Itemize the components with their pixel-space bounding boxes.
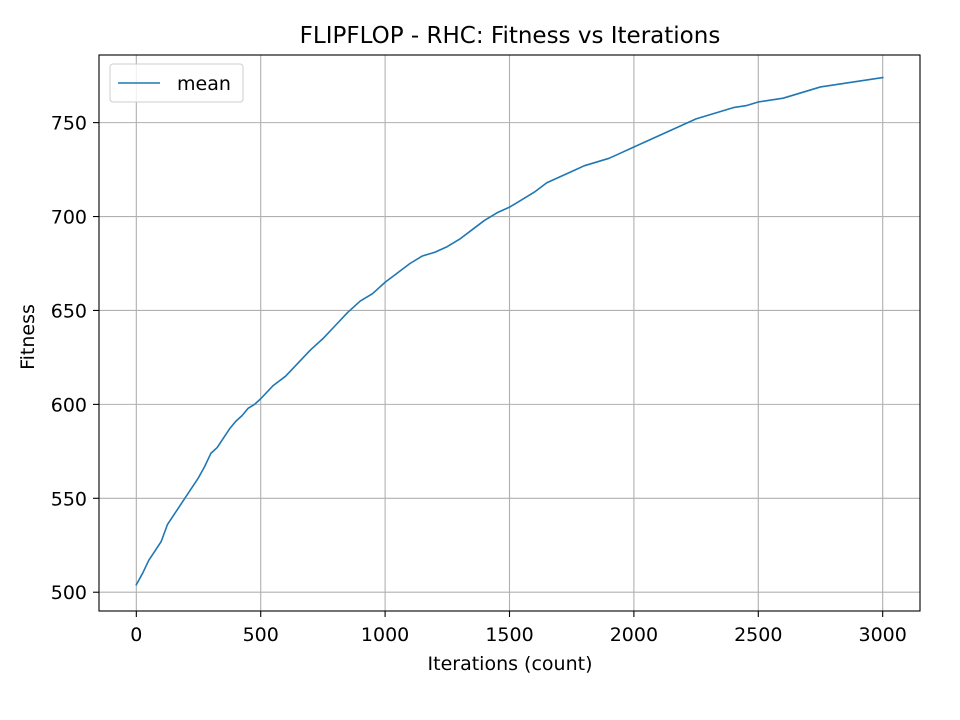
x-tick-label: 500 <box>243 624 279 646</box>
x-tick-label: 3000 <box>859 624 907 646</box>
y-tick-label: 500 <box>51 582 87 604</box>
y-tick-label: 600 <box>51 394 87 416</box>
chart-title: FLIPFLOP - RHC: Fitness vs Iterations <box>300 23 721 49</box>
y-axis-label: Fitness <box>17 304 39 370</box>
legend: mean <box>109 63 244 103</box>
grid <box>99 55 920 611</box>
legend-box <box>109 63 244 103</box>
x-tick-label: 1500 <box>485 624 533 646</box>
y-tick-label: 700 <box>51 207 87 229</box>
plot-area <box>135 76 884 586</box>
y-tick-label: 650 <box>51 300 87 322</box>
x-tick-label: 0 <box>130 624 142 646</box>
x-tick-label: 2000 <box>610 624 658 646</box>
y-tick-label: 550 <box>51 488 87 510</box>
x-tick-label: 1000 <box>361 624 409 646</box>
y-tick-label: 750 <box>51 113 87 135</box>
y-axis-ticks: 500 550 600 650 700 750 <box>51 113 99 604</box>
x-tick-label: 2500 <box>734 624 782 646</box>
x-axis-ticks: 0 500 1000 1500 2000 2500 3000 <box>130 611 907 646</box>
legend-label-mean: mean <box>177 73 231 95</box>
series-line-mean <box>135 76 884 586</box>
x-axis-label: Iterations (count) <box>428 653 593 675</box>
